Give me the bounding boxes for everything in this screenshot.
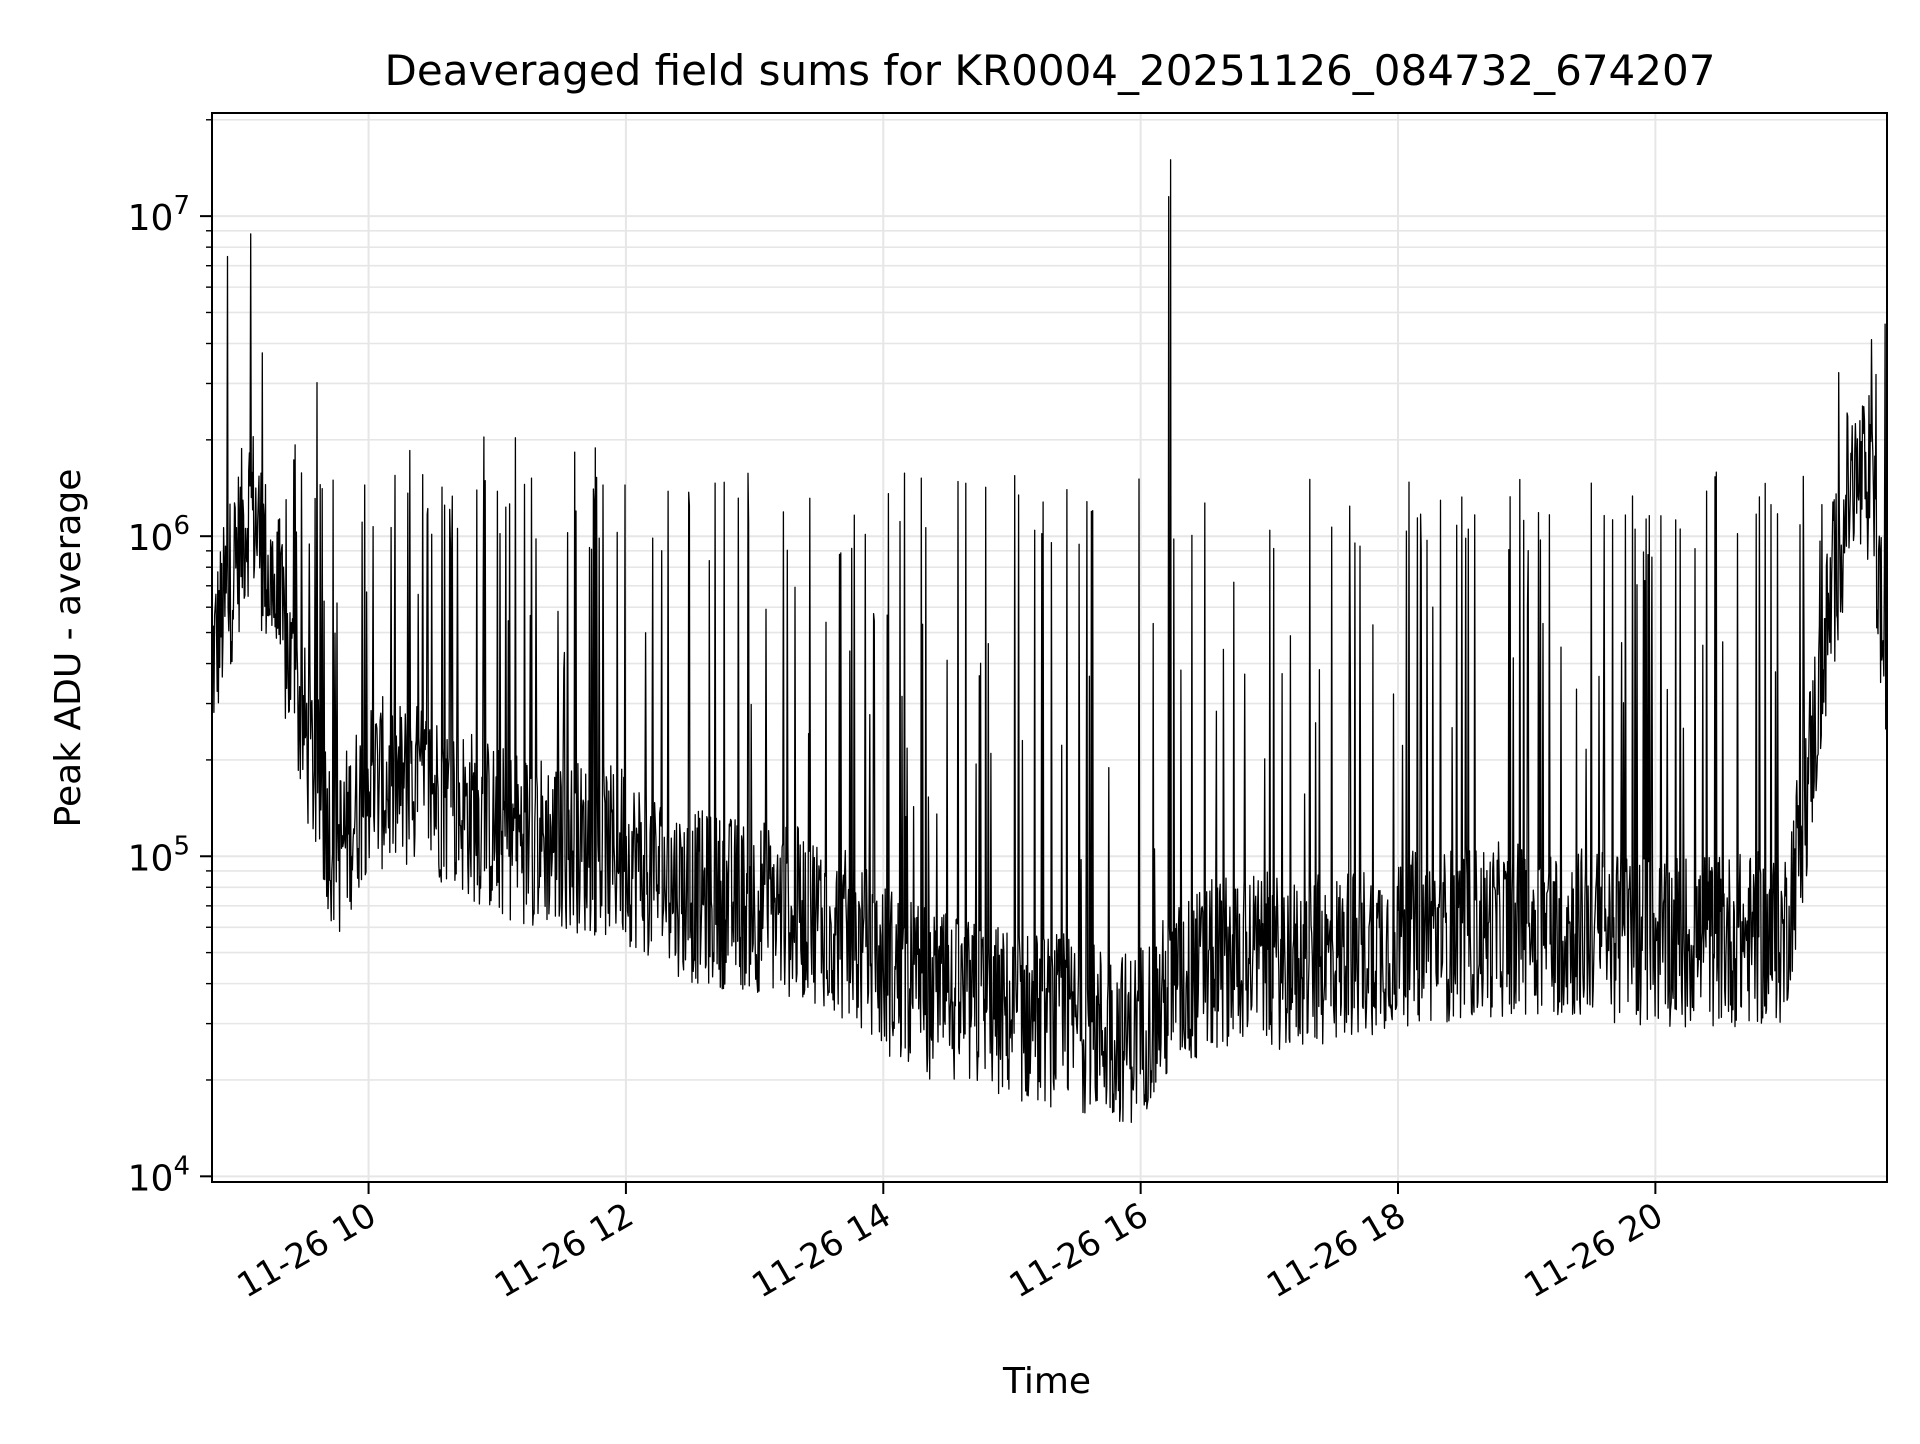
y-tick-label: 104	[128, 1151, 190, 1199]
series-line-group	[211, 159, 1888, 1124]
y-tick-label: 106	[128, 511, 190, 559]
x-axis-label: Time	[1002, 1361, 1091, 1402]
y-tick-label: 107	[128, 191, 190, 239]
y-axis-label: Peak ADU - average	[48, 469, 89, 828]
plot-frame	[211, 112, 1888, 1183]
series-line	[211, 159, 1888, 1124]
chart-title: Deaveraged field sums for KR0004_2025112…	[385, 46, 1716, 95]
y-tick-label: 105	[128, 831, 190, 879]
